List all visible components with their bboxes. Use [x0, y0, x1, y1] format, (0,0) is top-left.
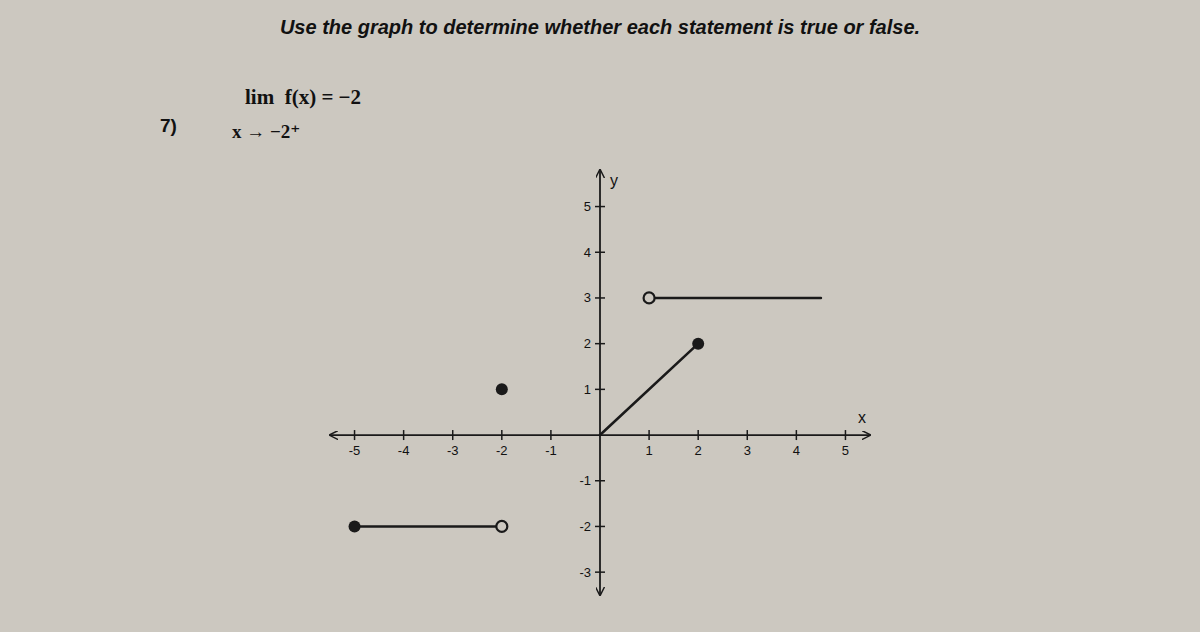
y-tick-label: 4 [584, 245, 591, 260]
x-tick-label: -2 [496, 443, 508, 458]
x-tick-label: -3 [447, 443, 459, 458]
y-tick-label: 3 [584, 290, 591, 305]
x-tick-label: 1 [645, 443, 652, 458]
annotation: lim f(x) = −2 [245, 85, 361, 109]
x-tick [501, 430, 503, 440]
x-tick-label: -4 [398, 443, 410, 458]
x-tick-label: -1 [545, 443, 557, 458]
y-tick [595, 389, 605, 391]
segment [600, 344, 698, 435]
y-axis-line [599, 170, 601, 595]
open-point [496, 521, 507, 532]
x-tick [845, 430, 847, 440]
title: Use the graph to determine whether each … [280, 16, 920, 38]
x-tick [354, 430, 356, 440]
chart: Use the graph to determine whether each … [0, 0, 1200, 632]
y-tick-label: -2 [579, 519, 591, 534]
x-tick [452, 430, 454, 440]
x-tick [796, 430, 798, 440]
axes: -5 -4 -3 -2 -1 1 2 3 4 5 -3 -2 -1 1 2 3 4 5 x y [330, 170, 870, 595]
filled-point [496, 383, 508, 395]
x-tick [697, 430, 699, 440]
points [349, 292, 705, 532]
x-tick [403, 430, 405, 440]
y-tick [595, 252, 605, 254]
filled-point [349, 520, 361, 532]
y-tick [595, 480, 605, 482]
filled-point [692, 338, 704, 350]
segment [649, 297, 821, 300]
annotation: x → −2⁺ [232, 121, 300, 142]
x-tick [550, 430, 552, 440]
y-tick-label: 2 [584, 336, 591, 351]
y-tick [595, 343, 605, 345]
annotation: 7) [160, 115, 177, 136]
background [0, 0, 1200, 632]
x-tick-label: 2 [695, 443, 702, 458]
plot-area [349, 292, 821, 532]
y-tick-label: -1 [579, 473, 591, 488]
y-tick-label: 5 [584, 199, 591, 214]
x-tick-label: -5 [349, 443, 361, 458]
y-tick-label: 1 [584, 382, 591, 397]
x-tick [747, 430, 749, 440]
y-axis-label: y [610, 172, 618, 189]
y-tick [595, 206, 605, 208]
y-tick [595, 297, 605, 299]
x-axis-label: x [858, 409, 866, 426]
segments [355, 298, 821, 526]
x-tick-label: 5 [842, 443, 849, 458]
y-tick [595, 526, 605, 528]
y-tick [595, 571, 605, 573]
x-tick-label: 3 [744, 443, 751, 458]
y-tick-label: -3 [579, 565, 591, 580]
segment [355, 525, 502, 528]
x-tick-label: 4 [793, 443, 800, 458]
x-tick [648, 430, 650, 440]
open-point [644, 292, 655, 303]
